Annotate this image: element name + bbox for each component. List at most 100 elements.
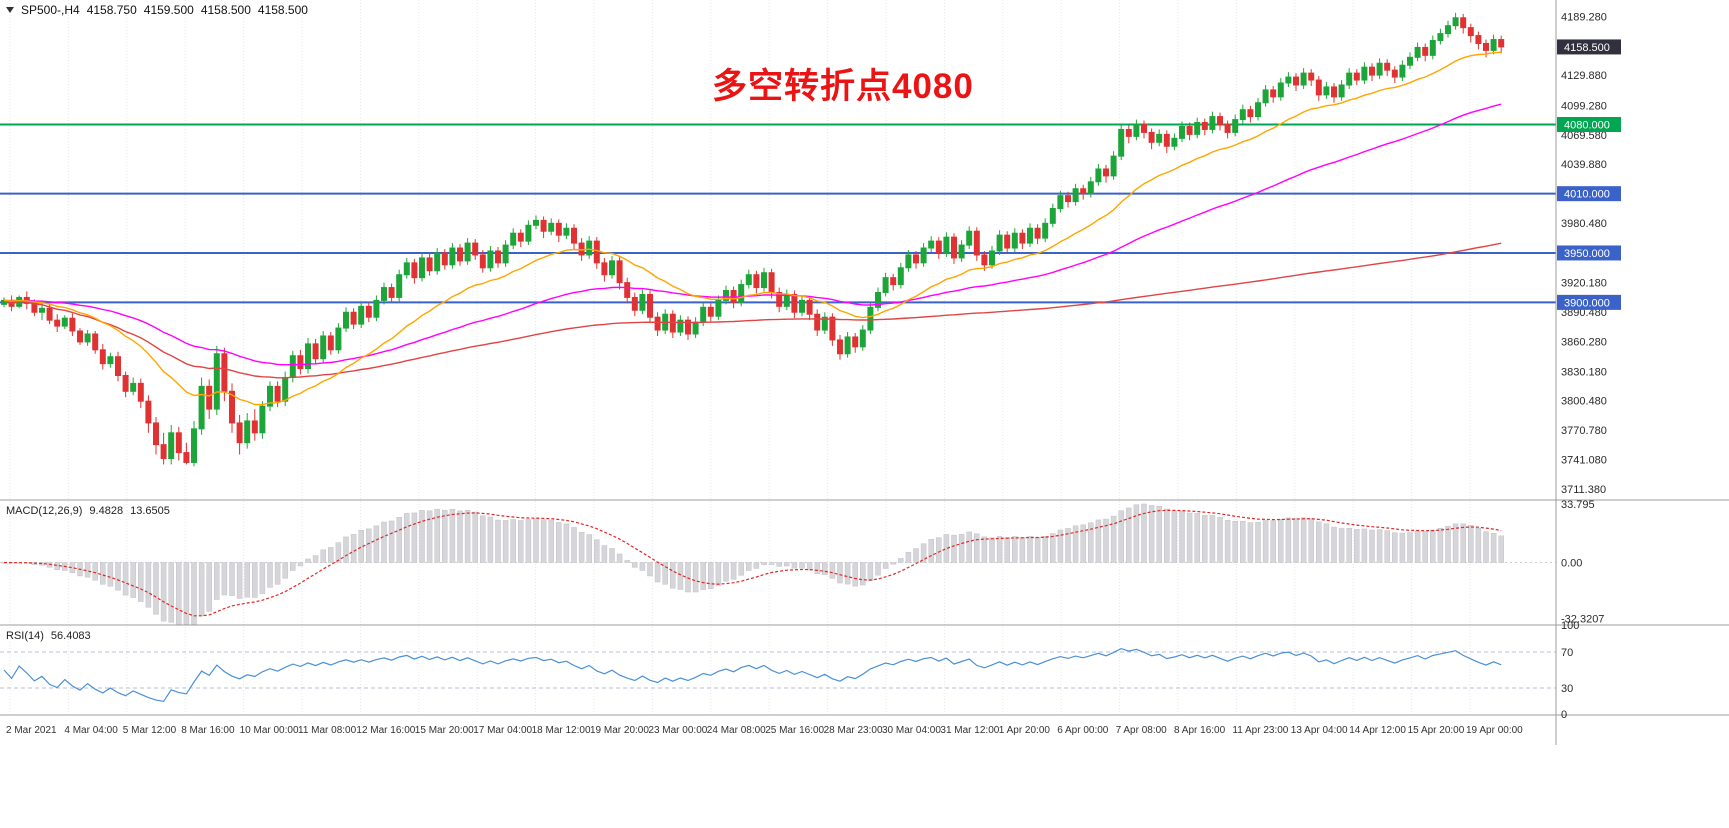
candle-body (981, 254, 988, 266)
candle-body (1270, 89, 1277, 98)
macd-histogram-bar (1475, 527, 1482, 563)
candle-body (1475, 35, 1482, 44)
macd-main-value: 9.4828 (89, 505, 124, 517)
macd-histogram-bar (814, 562, 820, 574)
time-scale[interactable] (0, 715, 1729, 745)
candle-body (1437, 33, 1444, 42)
candle-body (1315, 79, 1322, 96)
candle-body (669, 313, 676, 333)
price-tick-label: 4039.880 (1561, 159, 1607, 171)
candle-body (1384, 62, 1391, 71)
candle-body (1407, 56, 1413, 66)
macd-histogram-bar (487, 516, 494, 563)
macd-histogram-bar (860, 562, 866, 586)
macd-histogram-bar (829, 562, 836, 579)
macd-histogram-bar (799, 562, 805, 569)
current-price-label: 4158.500 (1564, 42, 1610, 54)
macd-histogram-bar (525, 519, 532, 563)
candle-body (1072, 188, 1079, 203)
macd-histogram-bar (1262, 520, 1269, 563)
candle-body (206, 385, 213, 410)
ohlc-low: 4158.500 (200, 3, 251, 17)
macd-histogram-bar (328, 547, 334, 563)
macd-histogram-bar (1240, 520, 1246, 563)
macd-histogram-bar (366, 528, 372, 563)
candle-body (578, 242, 585, 256)
candle-body (973, 230, 980, 256)
macd-histogram-bar (145, 562, 152, 608)
candle-body (449, 247, 456, 266)
macd-histogram-bar (1232, 521, 1238, 563)
time-axis-label: 19 Apr 00:00 (1466, 725, 1523, 736)
macd-histogram-bar (1224, 519, 1231, 563)
macd-histogram-bar (867, 562, 874, 582)
time-axis-label: 25 Mar 16:00 (765, 725, 824, 736)
candle-body (343, 311, 349, 329)
macd-histogram-bar (1095, 519, 1102, 563)
chart-annotation-text[interactable]: 多空转折点4080 (712, 67, 974, 106)
macd-histogram-bar (518, 520, 524, 563)
candle-body (989, 250, 995, 266)
candle-body (548, 222, 555, 232)
candle-body (852, 336, 859, 348)
level-price-box (1557, 294, 1621, 310)
macd-histogram-bar (297, 562, 304, 567)
candle-body (137, 382, 144, 402)
candle-body (267, 385, 273, 407)
candle-body (274, 385, 281, 402)
macd-histogram-bar (1255, 521, 1261, 563)
macd-panel-area[interactable] (0, 500, 1556, 625)
macd-histogram-bar (616, 553, 623, 563)
macd-histogram-bar (1483, 531, 1489, 563)
macd-histogram-bar (206, 562, 212, 612)
candle-body (1087, 181, 1094, 195)
rsi-panel (0, 647, 1556, 703)
level-price-box (1557, 186, 1621, 202)
time-axis-label: 15 Apr 20:00 (1408, 725, 1465, 736)
candle-body (677, 319, 684, 333)
candle-body (875, 291, 881, 308)
macd-histogram-bar (556, 522, 562, 563)
price-scale[interactable] (1556, 0, 1729, 715)
candle-body (707, 306, 714, 317)
symbol-period-label: SP500-,H4 (21, 3, 80, 17)
candle-body (84, 333, 91, 343)
candle-body (1361, 66, 1368, 81)
level-price-label: 4010.000 (1564, 189, 1610, 201)
macd-histogram-bar (753, 562, 760, 569)
candle-body (1080, 188, 1087, 195)
candle-body (251, 420, 258, 434)
candle-body (685, 319, 691, 335)
chart-canvas[interactable]: 4189.280 4129.880 4099.280 4069.580 4039.880… (0, 0, 1729, 745)
rsi-panel-area[interactable] (0, 625, 1556, 715)
candle-body (624, 282, 631, 298)
rsi-axis-label: 30 (1561, 683, 1573, 695)
candle-body (327, 335, 334, 351)
time-axis-label: 11 Apr 23:00 (1232, 725, 1288, 736)
macd-histogram-bar (632, 562, 638, 568)
macd-histogram-bar (138, 562, 144, 602)
macd-histogram-bar (442, 509, 448, 563)
macd-histogram-bar (1490, 533, 1497, 563)
time-axis-label: 19 Mar 20:00 (590, 725, 649, 736)
macd-histogram-bar (738, 562, 744, 576)
moving-average-line-ma-fast (3, 51, 1502, 406)
macd-histogram-bar (1414, 530, 1421, 563)
candle-body (1194, 122, 1201, 135)
macd-histogram-bar (1194, 513, 1200, 563)
candle-body (1338, 84, 1345, 98)
candle-body (928, 240, 935, 249)
candle-body (1186, 125, 1193, 135)
candle-body (1277, 82, 1284, 98)
macd-histogram-bar (160, 562, 167, 622)
macd-histogram-bar (715, 562, 722, 586)
macd-histogram-bar (1422, 531, 1428, 563)
price-tick-label: 3980.480 (1561, 218, 1607, 230)
macd-histogram-bar (852, 562, 858, 587)
macd-histogram-bar (1012, 536, 1018, 563)
macd-histogram-bar (1118, 510, 1124, 563)
candle-body (472, 242, 479, 256)
macd-histogram-bar (822, 562, 828, 575)
candle-body (145, 400, 152, 424)
macd-histogram-bar (1278, 519, 1284, 563)
